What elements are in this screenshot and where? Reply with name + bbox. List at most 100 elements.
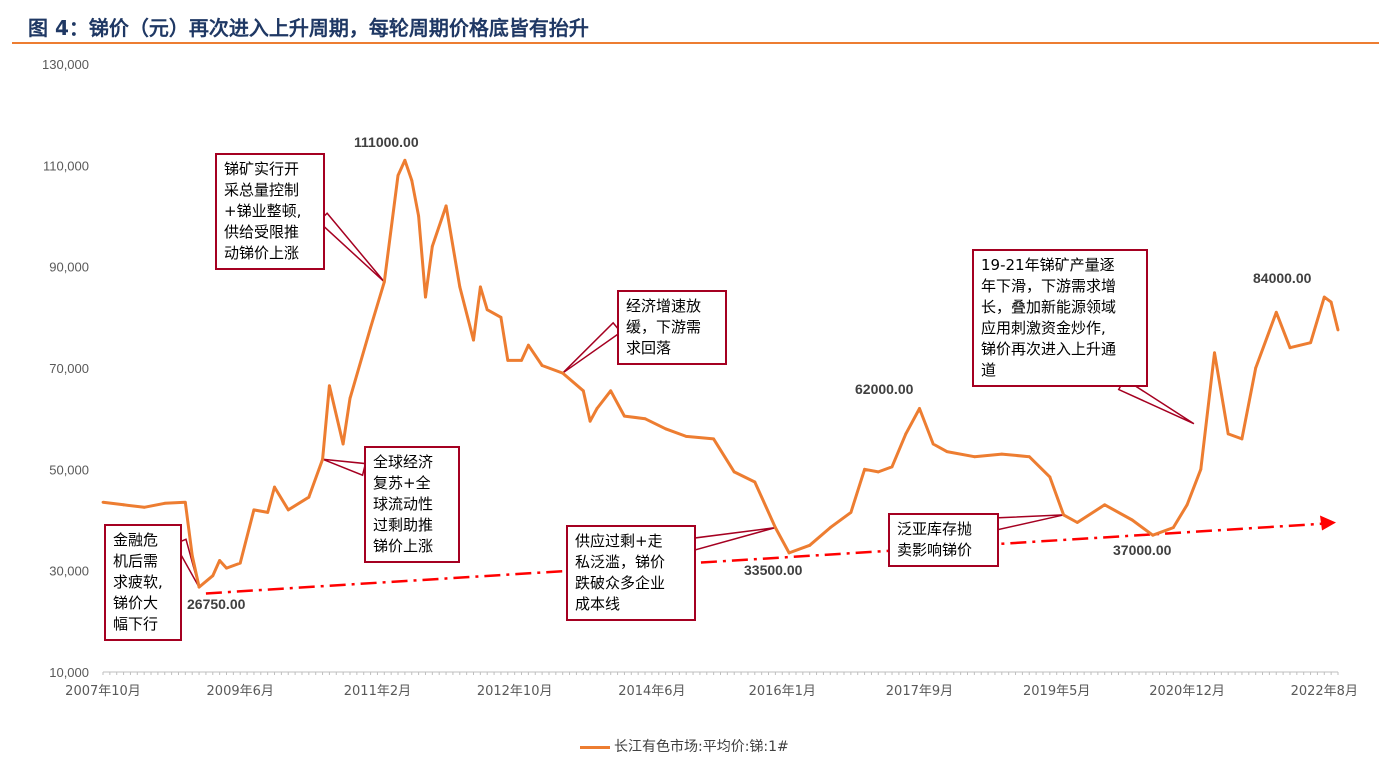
x-tick-label: 2017年9月	[886, 684, 953, 699]
series-point	[1075, 521, 1079, 524]
x-tick-label: 2022年8月	[1291, 684, 1358, 699]
series-point	[945, 450, 949, 453]
legend-swatch	[580, 745, 610, 749]
y-tick-label: 130,000	[42, 57, 89, 72]
x-tick-label: 2009年6月	[207, 684, 274, 699]
series-layer	[101, 158, 1340, 589]
series-point	[1240, 437, 1244, 441]
y-tick-label: 70,000	[49, 361, 89, 376]
series-point	[753, 480, 757, 484]
series-point	[1254, 366, 1258, 370]
series-point	[424, 295, 427, 299]
series-point	[403, 158, 407, 162]
trendline	[205, 522, 1327, 595]
x-tick-label: 2020年12月	[1149, 684, 1225, 699]
series-point	[595, 407, 599, 410]
label-peak-2011: 111000.00	[354, 134, 419, 150]
annotation-quota: 锑矿实行开 采总量控制 +锑业整顿, 供给受限推 动锑价上涨	[215, 153, 325, 270]
series-point	[581, 389, 585, 393]
series-point	[890, 465, 894, 469]
series-point	[787, 551, 791, 555]
annotation-leaders	[173, 212, 1195, 588]
series-point	[1103, 503, 1107, 507]
x-axis: 2007年10月 2009年6月 2011年2月 2012年10月 2014年6月 201…	[65, 671, 1358, 699]
series-point	[396, 174, 400, 177]
series-point	[1274, 310, 1278, 314]
title-divider	[12, 42, 1379, 44]
series-point	[876, 470, 880, 474]
series-point	[341, 442, 345, 446]
label-low-2016: 33500.00	[744, 562, 803, 578]
series-point	[1027, 455, 1031, 459]
series-point	[321, 457, 324, 461]
series-point	[664, 427, 668, 431]
series-point	[773, 526, 777, 529]
series-point	[485, 308, 489, 312]
series-point	[1062, 513, 1065, 517]
series-point	[286, 508, 290, 512]
series-point	[252, 508, 256, 512]
series-point	[1288, 346, 1292, 350]
series-point	[561, 371, 565, 375]
series-point	[382, 280, 386, 284]
series-point	[183, 500, 187, 504]
series-point	[828, 526, 832, 529]
series-point	[369, 326, 372, 329]
series-point	[1309, 341, 1312, 345]
series-point	[1000, 452, 1004, 456]
series-point	[478, 285, 482, 289]
series-point	[1199, 467, 1203, 471]
series-point	[417, 214, 421, 218]
series-point	[238, 561, 242, 565]
series-point	[863, 467, 866, 471]
annotation-leader	[317, 212, 385, 283]
series-point	[307, 495, 311, 499]
y-tick-label: 90,000	[49, 260, 89, 275]
series-point	[218, 559, 222, 562]
annotation-new-energy: 19-21年锑矿产量逐 年下滑，下游需求增 长，叠加新能源领域 应用刺激资金炒作…	[972, 249, 1148, 387]
series-point	[1048, 475, 1052, 479]
series-point	[273, 485, 276, 489]
annotation-leader	[322, 458, 367, 477]
x-tick-label: 2016年1月	[749, 684, 816, 699]
series-point	[1171, 526, 1175, 529]
annotation-oversupply: 供应过剩+走 私泛滥，锑价 跌破众多企业 成本线	[566, 525, 696, 621]
x-tick-label: 2014年6月	[618, 684, 685, 699]
annotation-leader	[691, 526, 776, 552]
y-tick-label: 50,000	[49, 462, 89, 477]
series-point	[444, 204, 448, 208]
series-point	[643, 417, 647, 421]
annotation-recovery: 全球经济 复苏+全 球流动性 过剩助推 锑价上涨	[364, 446, 460, 563]
series-point	[430, 245, 434, 248]
series-point	[1151, 533, 1155, 537]
label-peak-2017: 62000.00	[855, 381, 914, 397]
series-point	[684, 435, 688, 438]
y-tick-label: 30,000	[49, 564, 89, 579]
annotation-crisis: 金融危 机后需 求疲软, 锑价大 幅下行	[104, 524, 182, 641]
y-axis-ticks: 130,000 110,000 90,000 70,000 50,000 30,000 10…	[42, 57, 89, 680]
series-point	[122, 503, 125, 507]
series-point	[348, 397, 352, 400]
series-point	[328, 384, 331, 388]
y-tick-label: 110,000	[43, 158, 89, 173]
x-tick-label: 2007年10月	[65, 684, 141, 699]
series-point	[101, 500, 105, 504]
series-point	[1336, 328, 1340, 332]
series-point	[410, 179, 414, 182]
annotation-leader	[995, 514, 1064, 531]
annotation-slowdown: 经济增速放 缓，下游需 求回落	[617, 290, 727, 365]
series-point	[190, 554, 194, 557]
series-point	[712, 437, 716, 441]
series-point	[526, 343, 530, 347]
series-point	[211, 574, 215, 578]
series-point	[458, 285, 462, 289]
label-low-2020: 37000.00	[1113, 542, 1172, 558]
series-point	[225, 566, 228, 570]
series-point	[1130, 518, 1134, 522]
series-point	[1226, 432, 1230, 436]
series-point	[1322, 295, 1326, 299]
series-point	[588, 419, 592, 423]
series-point	[1329, 300, 1333, 304]
y-tick-label: 10,000	[49, 665, 89, 680]
